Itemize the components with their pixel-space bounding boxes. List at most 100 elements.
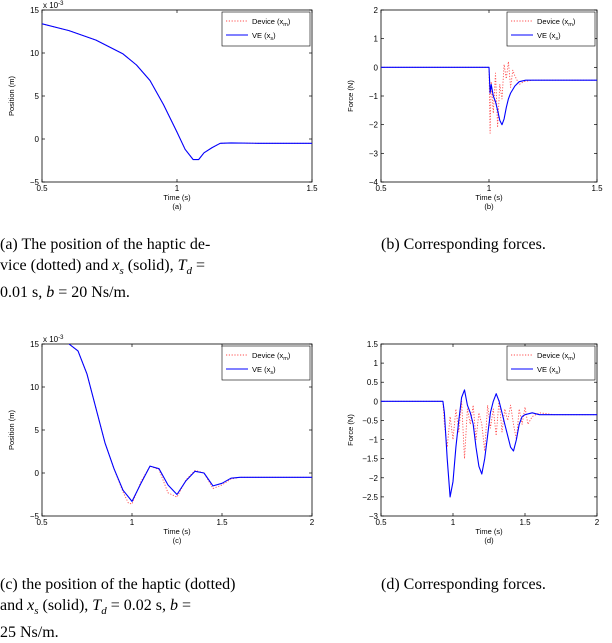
x-tick-label: 2: [595, 518, 600, 527]
y-tick-label: −3: [369, 149, 379, 158]
y-tick-label: −4: [369, 178, 379, 187]
legend-label: Device (xm): [252, 17, 291, 28]
x-axis-label: Time (s): [163, 527, 191, 536]
x-tick-label: 1.5: [591, 184, 603, 193]
y-tick-label: 1.5: [367, 340, 379, 349]
y-exponent-power: -3: [58, 335, 64, 341]
caption-c-line2: and xs (solid), Td = 0.02 s, b =: [0, 595, 320, 622]
series-group: [68, 344, 312, 505]
subplot-label: (b): [484, 202, 494, 211]
legend-label-close: ): [288, 17, 291, 26]
legend-label-close: ): [558, 365, 561, 374]
caption-d: (d) Corresponding forces.: [381, 574, 611, 595]
x-tick-label: 1: [487, 184, 492, 193]
series-line-ve: [381, 389, 597, 498]
y-tick-label: 0.5: [367, 378, 379, 387]
chart-a: 0.5 1 1.5 −5 0 5 10 15 x 10-3 Time (s)(a) Position…: [7, 1, 318, 211]
y-axis-label: Force (N): [346, 414, 355, 446]
x-tick-label: 1.5: [519, 518, 531, 527]
caption-b-text: (b) Corresponding forces.: [381, 236, 546, 253]
legend-label: Device (xm): [252, 351, 291, 362]
x-axis-label: Time (s): [163, 193, 191, 202]
y-tick-label: 1: [374, 35, 379, 44]
y-axis-label: Position (m): [7, 409, 16, 450]
x-tick-label: 1: [130, 518, 135, 527]
legend-box: [221, 345, 311, 381]
caption-a-line3: 0.01 s, b = 20 Ns/m.: [0, 282, 320, 303]
x-tick-label: 0.5: [375, 518, 387, 527]
y-tick-label: 15: [30, 340, 39, 349]
legend-label-sub: s: [555, 36, 558, 42]
y-tick-label: −2: [369, 121, 379, 130]
x-tick-label: 0.5: [36, 518, 48, 527]
legend: Device (xm) VE (xs): [506, 345, 596, 381]
y-tick-label: 0: [35, 135, 40, 144]
series-line-ve: [381, 66, 597, 126]
caption-a-text: vice (dotted) and: [0, 257, 113, 274]
series-group: [381, 389, 597, 498]
x-tick-label: 1: [451, 518, 456, 527]
y-tick-label: 0: [374, 63, 379, 72]
legend-box: [506, 345, 596, 381]
caption-c-text: (solid),: [38, 597, 93, 614]
y-exponent-label: x 10-3: [43, 335, 64, 344]
legend-label-sub: s: [270, 370, 273, 376]
y-tick-label: −5: [30, 178, 40, 187]
legend-label: Device (xm): [537, 17, 576, 28]
legend-label-close: ): [558, 31, 561, 40]
caption-a-text: = 20 Ns/m.: [54, 284, 130, 302]
series-group: [42, 23, 312, 161]
x-axis-label: Time (s): [475, 193, 503, 202]
legend: Device (xm) VE (xs): [506, 11, 596, 47]
series-line-device: [381, 398, 597, 460]
caption-c-math: b: [169, 597, 178, 614]
x-tick-label: 0.5: [36, 184, 48, 193]
series-group: [381, 61, 597, 134]
chart-c: 0.5 1 1.5 2 −5 0 5 10 15 x 10-3 Time (s)(c) Positio…: [7, 335, 315, 545]
y-axis-label: Position (m): [7, 75, 16, 116]
legend-label-close: ): [573, 351, 576, 360]
caption-a-text: =: [191, 257, 206, 274]
caption-c-text: and: [0, 597, 28, 614]
caption-a-math: b: [46, 284, 55, 302]
caption-c-line1: (c) the position of the haptic (dotted): [0, 576, 236, 593]
x-axis-label: Time (s): [475, 527, 503, 536]
caption-a-math: x: [112, 257, 120, 274]
legend-label-close: ): [273, 365, 276, 374]
legend-label-sub: m: [568, 22, 573, 28]
caption-c-text: =: [177, 597, 191, 614]
caption-b: (b) Corresponding forces.: [381, 234, 611, 255]
legend-box: [221, 11, 311, 47]
y-tick-label: 0: [35, 469, 40, 478]
chart-d: 0.5 1 1.5 2 −3 −2.5 −2 −1.5 −1 −0.5 0 0.5 1 1.5 Time (…: [346, 340, 600, 545]
y-exponent-label: x 10-3: [43, 1, 64, 10]
legend-label-close: ): [288, 351, 291, 360]
legend-label-sub: m: [283, 22, 288, 28]
legend: Device (xm) VE (xs): [221, 345, 311, 381]
caption-a-text: 0.01 s,: [0, 284, 47, 302]
legend-label-close: ): [573, 17, 576, 26]
caption-c-text: = 0.02 s,: [106, 597, 170, 614]
legend-label: VE (xs): [252, 365, 276, 376]
caption-a-text: (solid),: [123, 257, 178, 274]
legend-label: Device (xm): [537, 351, 576, 362]
caption-d-text: (d) Corresponding forces.: [381, 576, 546, 593]
x-tick-label: 2: [310, 518, 315, 527]
legend-label: VE (xs): [537, 31, 561, 42]
legend-label-sub: m: [568, 356, 573, 362]
caption-a: (a) The position of the haptic de- vice …: [0, 234, 320, 303]
y-tick-label: −0.5: [362, 416, 378, 425]
x-tick-label: 1.5: [306, 184, 318, 193]
legend: Device (xm) VE (xs): [221, 11, 311, 47]
x-tick-label: 1: [175, 184, 180, 193]
y-tick-label: −3: [369, 512, 379, 521]
legend-label-sub: s: [270, 36, 273, 42]
y-tick-label: 15: [30, 6, 39, 15]
y-tick-label: −2: [369, 474, 379, 483]
y-tick-label: 10: [30, 383, 39, 392]
caption-c-line3: 25 Ns/m.: [0, 624, 59, 642]
legend-label: VE (xs): [252, 31, 276, 42]
y-tick-label: −1: [369, 436, 379, 445]
x-tick-label: 0.5: [375, 184, 387, 193]
